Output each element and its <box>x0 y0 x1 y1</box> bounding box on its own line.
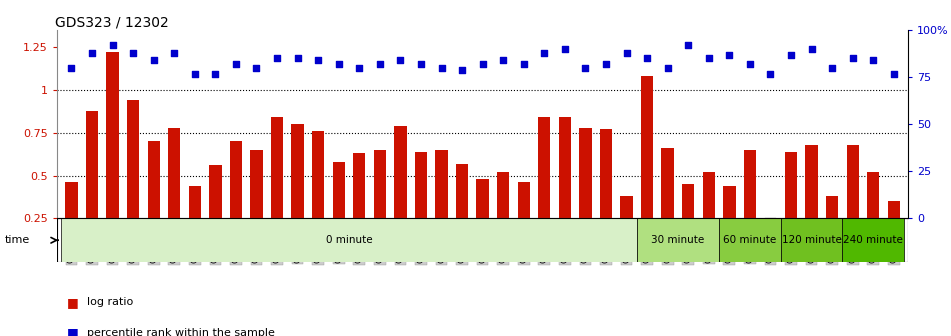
Point <box>207 71 223 76</box>
Bar <box>476 179 489 261</box>
Bar <box>291 124 303 261</box>
Point <box>578 65 593 71</box>
Point <box>455 67 470 73</box>
Bar <box>61 218 637 262</box>
Point <box>722 52 737 57</box>
Bar <box>744 150 756 261</box>
Bar <box>107 52 119 261</box>
Bar <box>86 111 98 261</box>
Point <box>393 58 408 63</box>
Bar <box>230 141 243 261</box>
Point <box>536 50 552 55</box>
Text: percentile rank within the sample: percentile rank within the sample <box>87 328 276 336</box>
Point <box>372 61 387 67</box>
Bar <box>703 172 715 261</box>
Bar <box>415 152 427 261</box>
Bar <box>250 150 262 261</box>
Bar <box>723 186 735 261</box>
Bar <box>785 152 797 261</box>
Point <box>865 58 881 63</box>
Point <box>352 65 367 71</box>
Point <box>619 50 634 55</box>
Point <box>845 56 861 61</box>
Bar <box>209 165 222 261</box>
Point <box>105 43 120 48</box>
Bar <box>826 196 838 261</box>
Bar <box>867 172 880 261</box>
Point <box>763 71 778 76</box>
Bar <box>188 186 201 261</box>
Bar <box>456 164 468 261</box>
Text: time: time <box>5 235 30 245</box>
Point <box>886 71 902 76</box>
Point <box>269 56 284 61</box>
Bar <box>147 141 160 261</box>
Point <box>434 65 449 71</box>
Bar <box>682 184 694 261</box>
Bar <box>620 196 632 261</box>
Bar <box>497 172 510 261</box>
Bar <box>579 128 592 261</box>
Text: 0 minute: 0 minute <box>325 235 372 245</box>
Bar <box>719 218 781 262</box>
Point <box>516 61 532 67</box>
Point <box>825 65 840 71</box>
Point <box>64 65 79 71</box>
Bar <box>312 131 324 261</box>
Point <box>639 56 654 61</box>
Bar <box>641 76 653 261</box>
Bar <box>805 145 818 261</box>
Point <box>249 65 264 71</box>
Text: 30 minute: 30 minute <box>651 235 705 245</box>
Point <box>784 52 799 57</box>
Point <box>146 58 162 63</box>
Point <box>681 43 696 48</box>
Point <box>495 58 511 63</box>
Bar <box>843 218 904 262</box>
Bar <box>374 150 386 261</box>
Point <box>557 46 573 52</box>
Text: 240 minute: 240 minute <box>844 235 903 245</box>
Point <box>311 58 326 63</box>
Bar <box>271 118 283 261</box>
Bar <box>662 148 674 261</box>
Bar <box>168 128 181 261</box>
Bar <box>887 201 900 261</box>
Bar <box>600 129 612 261</box>
Point <box>166 50 182 55</box>
Text: GDS323 / 12302: GDS323 / 12302 <box>55 15 169 29</box>
Bar <box>333 162 345 261</box>
Point <box>290 56 305 61</box>
Bar <box>517 182 530 261</box>
Bar <box>781 218 843 262</box>
Bar <box>395 126 407 261</box>
Point <box>85 50 100 55</box>
Point <box>126 50 141 55</box>
Bar <box>637 218 719 262</box>
Point <box>475 61 490 67</box>
Point <box>414 61 429 67</box>
Bar <box>538 118 551 261</box>
Text: ■: ■ <box>67 326 78 336</box>
Bar <box>127 100 139 261</box>
Point <box>743 61 758 67</box>
Text: log ratio: log ratio <box>87 297 134 307</box>
Point <box>804 46 819 52</box>
Point <box>598 61 613 67</box>
Bar <box>66 182 78 261</box>
Bar <box>765 223 777 261</box>
Bar <box>558 118 571 261</box>
Text: 120 minute: 120 minute <box>782 235 842 245</box>
Bar <box>846 145 859 261</box>
Bar <box>436 150 448 261</box>
Point <box>228 61 243 67</box>
Point <box>331 61 346 67</box>
Bar <box>353 154 365 261</box>
Point <box>660 65 675 71</box>
Text: ■: ■ <box>67 296 78 309</box>
Point <box>187 71 203 76</box>
Text: 60 minute: 60 minute <box>724 235 777 245</box>
Point <box>701 56 716 61</box>
